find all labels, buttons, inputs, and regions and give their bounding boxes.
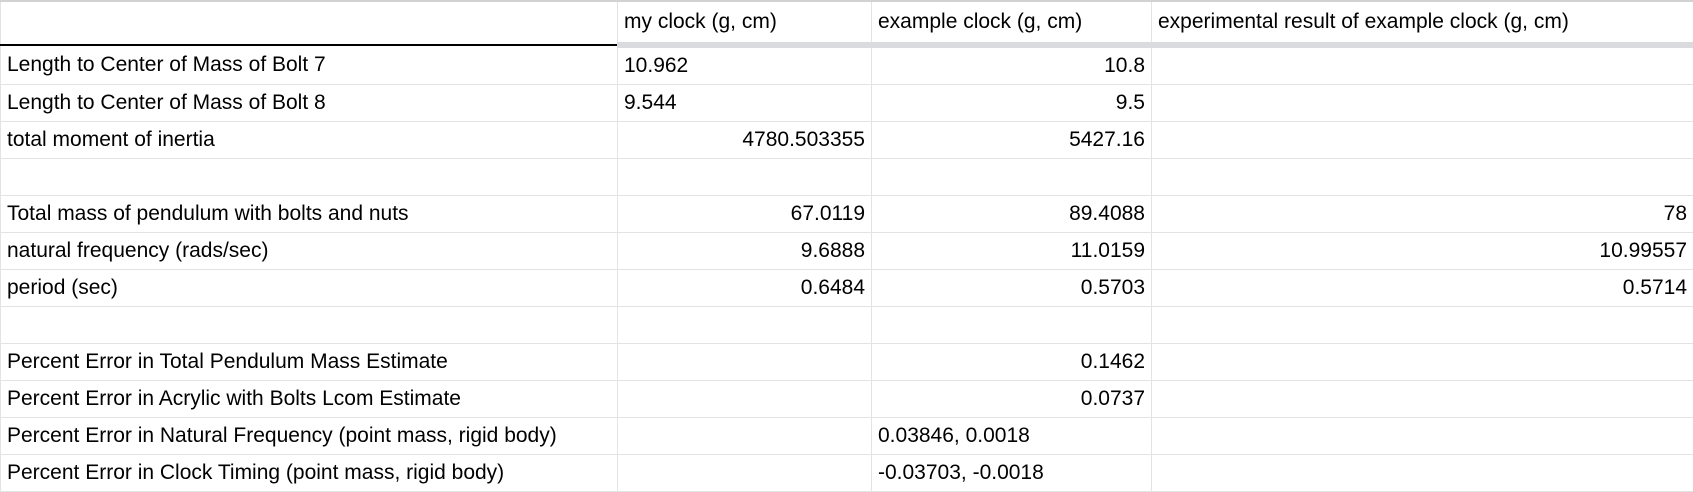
my-clock-cell[interactable] (617, 417, 872, 455)
table-row: Length to Center of Mass of Bolt 7 10.96… (0, 44, 1693, 85)
table-row: Length to Center of Mass of Bolt 8 9.544… (0, 84, 1693, 122)
row-label-cell[interactable]: Percent Error in Acrylic with Bolts Lcom… (0, 380, 618, 418)
example-clock-cell[interactable]: 0.1462 (871, 343, 1152, 381)
table-row: natural frequency (rads/sec) 9.6888 11.0… (0, 232, 1693, 270)
row-label-cell[interactable] (0, 158, 618, 196)
header-cell-label[interactable] (0, 0, 618, 46)
row-label-cell[interactable]: Percent Error in Clock Timing (point mas… (0, 454, 618, 492)
my-clock-cell[interactable]: 9.544 (617, 84, 872, 122)
example-clock-cell[interactable]: 0.0737 (871, 380, 1152, 418)
table-row (0, 158, 1693, 196)
header-cell-my-clock[interactable]: my clock (g, cm) (617, 0, 872, 48)
experimental-cell[interactable] (1151, 343, 1693, 381)
row-label-cell[interactable]: Length to Center of Mass of Bolt 8 (0, 84, 618, 122)
experimental-cell[interactable] (1151, 417, 1693, 455)
example-clock-cell[interactable]: 5427.16 (871, 121, 1152, 159)
table-row (0, 306, 1693, 344)
example-clock-cell[interactable]: 9.5 (871, 84, 1152, 122)
experimental-cell[interactable] (1151, 84, 1693, 122)
my-clock-cell[interactable] (617, 454, 872, 492)
header-cell-example-clock[interactable]: example clock (g, cm) (871, 0, 1152, 48)
experimental-cell[interactable]: 78 (1151, 195, 1693, 233)
header-row: my clock (g, cm) example clock (g, cm) e… (0, 0, 1693, 48)
experimental-cell[interactable] (1151, 380, 1693, 418)
my-clock-cell[interactable]: 67.0119 (617, 195, 872, 233)
example-clock-cell[interactable]: 10.8 (871, 44, 1152, 85)
table-row: period (sec) 0.6484 0.5703 0.5714 (0, 269, 1693, 307)
example-clock-cell[interactable] (871, 158, 1152, 196)
example-clock-cell[interactable]: -0.03703, -0.0018 (871, 454, 1152, 492)
experimental-cell[interactable] (1151, 121, 1693, 159)
table-row: Percent Error in Total Pendulum Mass Est… (0, 343, 1693, 381)
my-clock-cell[interactable] (617, 380, 872, 418)
experimental-cell[interactable]: 0.5714 (1151, 269, 1693, 307)
header-cell-experimental-result[interactable]: experimental result of example clock (g,… (1151, 0, 1693, 48)
my-clock-cell[interactable]: 4780.503355 (617, 121, 872, 159)
example-clock-cell[interactable]: 11.0159 (871, 232, 1152, 270)
example-clock-cell[interactable]: 89.4088 (871, 195, 1152, 233)
my-clock-cell[interactable] (617, 343, 872, 381)
row-label-cell[interactable]: Length to Center of Mass of Bolt 7 (0, 44, 618, 85)
my-clock-cell[interactable] (617, 158, 872, 196)
experimental-cell[interactable]: 10.99557 (1151, 232, 1693, 270)
my-clock-cell[interactable]: 10.962 (617, 44, 872, 85)
my-clock-cell[interactable]: 0.6484 (617, 269, 872, 307)
table-row: Total mass of pendulum with bolts and nu… (0, 195, 1693, 233)
row-label-cell[interactable]: Total mass of pendulum with bolts and nu… (0, 195, 618, 233)
experimental-cell[interactable] (1151, 44, 1693, 85)
experimental-cell[interactable] (1151, 306, 1693, 344)
example-clock-cell[interactable]: 0.03846, 0.0018 (871, 417, 1152, 455)
table-row: Percent Error in Natural Frequency (poin… (0, 417, 1693, 455)
row-label-cell[interactable]: natural frequency (rads/sec) (0, 232, 618, 270)
row-label-cell[interactable]: period (sec) (0, 269, 618, 307)
experimental-cell[interactable] (1151, 454, 1693, 492)
row-label-cell[interactable]: Percent Error in Total Pendulum Mass Est… (0, 343, 618, 381)
example-clock-cell[interactable] (871, 306, 1152, 344)
table-row: Percent Error in Acrylic with Bolts Lcom… (0, 380, 1693, 418)
row-label-cell[interactable]: Percent Error in Natural Frequency (poin… (0, 417, 618, 455)
table-row: Percent Error in Clock Timing (point mas… (0, 454, 1693, 492)
row-label-cell[interactable] (0, 306, 618, 344)
row-label-cell[interactable]: total moment of inertia (0, 121, 618, 159)
experimental-cell[interactable] (1151, 158, 1693, 196)
my-clock-cell[interactable] (617, 306, 872, 344)
table-row: total moment of inertia 4780.503355 5427… (0, 121, 1693, 159)
example-clock-cell[interactable]: 0.5703 (871, 269, 1152, 307)
my-clock-cell[interactable]: 9.6888 (617, 232, 872, 270)
